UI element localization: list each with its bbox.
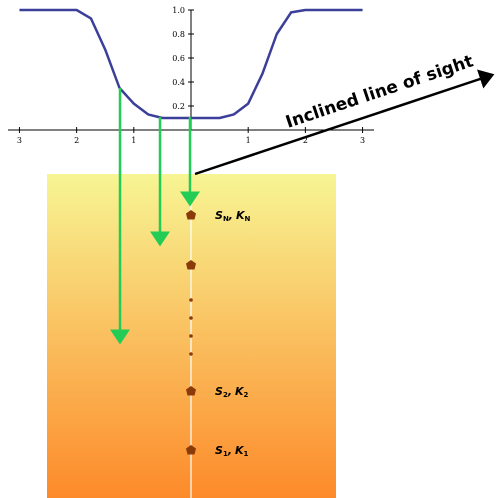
source-label: SN, KN	[215, 209, 251, 223]
y-tick-label: 0.8	[172, 30, 185, 39]
source-label: S2, K2	[215, 385, 249, 399]
source-marker	[186, 210, 196, 220]
ellipsis-dot	[189, 316, 193, 320]
ellipsis-dot	[189, 334, 193, 338]
x-tick-label: 3	[17, 136, 22, 145]
source-label: S1, K1	[215, 444, 249, 458]
x-tick-label: 2	[303, 136, 308, 145]
annotation: Inclined line of sight	[283, 51, 476, 132]
ellipsis-dot	[189, 352, 193, 356]
source-marker	[186, 260, 196, 270]
y-tick-label: 1.0	[172, 6, 185, 15]
y-tick-label: 0.2	[172, 102, 185, 111]
x-tick-label: 1	[131, 136, 136, 145]
projection-arrows	[110, 88, 200, 345]
source-marker	[186, 386, 196, 396]
sight-arrow	[194, 69, 495, 176]
source-marker	[186, 445, 196, 455]
x-tick-label: 2	[74, 136, 79, 145]
ellipsis-dot	[189, 298, 193, 302]
y-tick-label: 0.4	[172, 78, 185, 87]
y-tick-label: 0.6	[172, 54, 185, 63]
x-tick-label: 1	[246, 136, 251, 145]
sources	[186, 210, 196, 455]
x-tick-label: 3	[360, 136, 365, 145]
